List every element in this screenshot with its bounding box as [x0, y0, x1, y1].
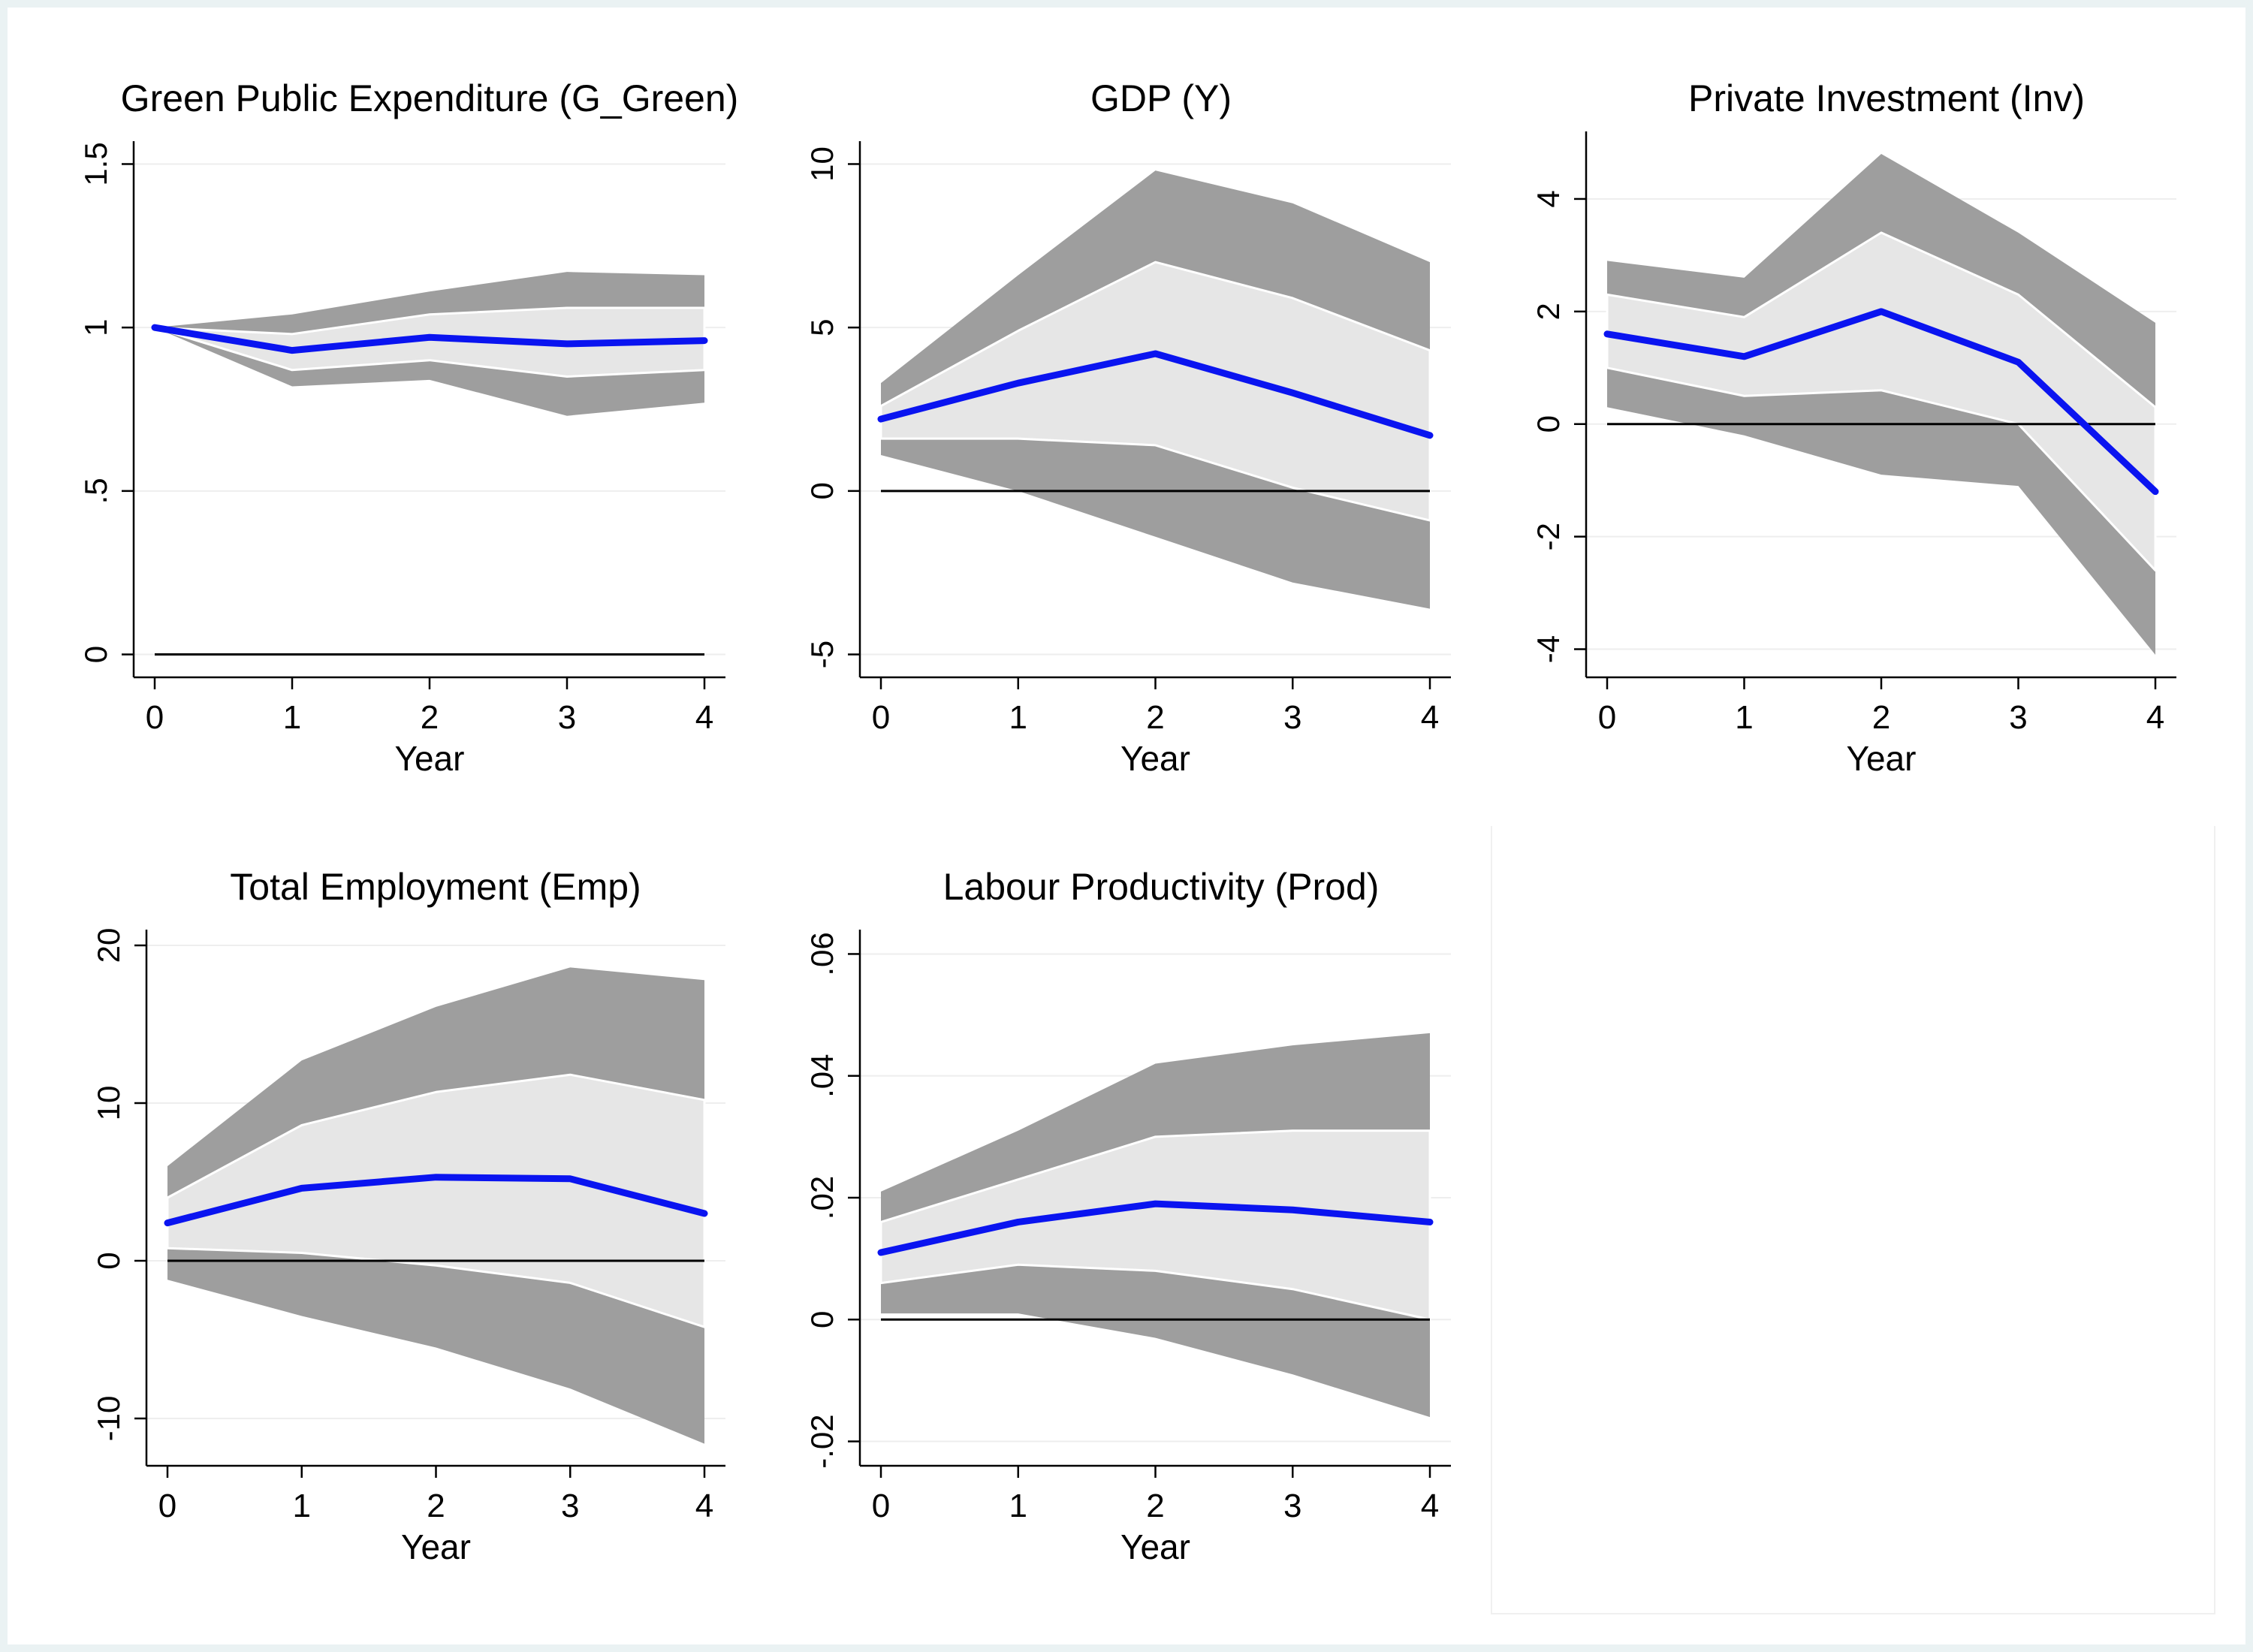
x-axis-label: Year	[395, 739, 465, 778]
y-tick-label: 20	[91, 928, 126, 963]
x-tick-label: 0	[158, 1488, 176, 1524]
x-tick-label: 1	[1009, 1488, 1027, 1524]
y-tick-label: 1.5	[78, 142, 113, 185]
y-tick-label: .5	[78, 478, 113, 504]
x-tick-label: 4	[1421, 699, 1439, 736]
x-tick-label: 0	[872, 1488, 890, 1524]
irf-point	[1154, 352, 1157, 354]
x-axis-label: Year	[401, 1527, 471, 1566]
x-tick-label: 3	[561, 1488, 579, 1524]
y-tick-label: 10	[804, 146, 840, 182]
y-tick-label: 5	[804, 318, 840, 336]
empty-panel	[1491, 826, 2215, 1614]
x-tick-label: 1	[283, 699, 301, 736]
irf-point	[569, 1177, 572, 1180]
irf-point	[154, 327, 155, 329]
chart-panel-3: -4 -2 0 2 4 0 1 2 3 4 Year Private Investment (Inv)	[1531, 77, 2176, 778]
x-tick-label: 1	[1735, 699, 1753, 736]
y-tick-label: 10	[91, 1086, 126, 1121]
x-tick-label: 2	[1872, 699, 1890, 736]
irf-point	[2017, 361, 2019, 363]
chart-panel-1: 0 .5 1 1.5 0 1 2 3 4 Year Green Public Expenditure…	[78, 77, 738, 778]
y-tick-label: 0	[78, 646, 113, 663]
chart-title: Labour Productivity (Prod)	[943, 866, 1380, 908]
irf-point	[1743, 355, 1745, 357]
y-tick-label: -2	[1531, 523, 1566, 550]
irf-point	[435, 1176, 437, 1178]
irf-point	[1429, 434, 1431, 436]
x-tick-label: 2	[427, 1488, 445, 1524]
x-tick-label: 3	[558, 699, 576, 736]
inner-confidence-band	[1606, 231, 2157, 572]
y-tick-label: 4	[1531, 190, 1566, 207]
irf-point	[1017, 1221, 1019, 1223]
x-tick-label: 4	[1421, 1488, 1439, 1524]
irf-point	[1292, 392, 1294, 394]
x-tick-label: 3	[2009, 699, 2027, 736]
y-tick-label: 0	[804, 1311, 840, 1328]
irf-point	[704, 339, 705, 342]
inner-confidence-band	[166, 1073, 706, 1328]
chart-panel-2: -5 0 5 10 0 1 2 3 4 Year GDP (Y)	[804, 77, 1451, 778]
irf-point	[1154, 1203, 1157, 1205]
y-tick-label: 0	[804, 482, 840, 499]
irf-point	[291, 349, 293, 351]
irf-point	[2155, 490, 2156, 493]
y-tick-label: -10	[91, 1396, 126, 1442]
outer-confidence-band	[1607, 153, 2155, 656]
irf-point	[1017, 382, 1019, 384]
x-tick-label: 4	[695, 699, 713, 736]
x-tick-label: 1	[1009, 699, 1027, 736]
x-axis-label: Year	[1120, 1527, 1190, 1566]
x-tick-label: 1	[293, 1488, 311, 1524]
chart-panel-4: -10 0 10 20 0 1 2 3 4 Year Total Employment (Emp)	[91, 866, 725, 1566]
irf-point	[704, 1213, 705, 1214]
x-tick-label: 3	[1283, 699, 1301, 736]
y-tick-label: 1	[78, 318, 113, 336]
x-tick-label: 2	[421, 699, 439, 736]
x-tick-label: 3	[1283, 1488, 1301, 1524]
irf-point	[300, 1187, 303, 1189]
x-tick-label: 0	[872, 699, 890, 736]
chart-title: Total Employment (Emp)	[230, 866, 641, 908]
x-tick-label: 4	[2146, 699, 2164, 736]
irf-point	[1429, 1221, 1431, 1223]
y-tick-label: 2	[1531, 303, 1566, 320]
irf-point	[429, 336, 430, 339]
y-tick-label: -4	[1531, 635, 1566, 663]
y-tick-label: 0	[91, 1252, 126, 1269]
y-tick-label: .04	[804, 1054, 840, 1098]
irf-point	[880, 418, 882, 421]
irf-point	[1292, 1209, 1294, 1211]
irf-point	[167, 1222, 168, 1224]
x-tick-label: 2	[1146, 1488, 1164, 1524]
x-tick-label: 4	[695, 1488, 713, 1524]
chart-title: Green Public Expenditure (G_Green)	[121, 77, 739, 119]
x-axis-label: Year	[1120, 739, 1190, 778]
inner-confidence-band	[879, 261, 1431, 522]
y-tick-label: .02	[804, 1176, 840, 1219]
x-tick-label: 0	[146, 699, 164, 736]
irf-point	[1881, 310, 1882, 312]
irf-point	[1606, 333, 1608, 335]
x-axis-label: Year	[1847, 739, 1917, 778]
irf-point	[566, 342, 568, 345]
chart-title: Private Investment (Inv)	[1688, 77, 2085, 119]
x-tick-label: 0	[1598, 699, 1616, 736]
y-tick-label: .06	[804, 932, 840, 975]
chart-title: GDP (Y)	[1090, 77, 1232, 119]
x-tick-label: 2	[1146, 699, 1164, 736]
irf-point	[880, 1252, 882, 1254]
y-tick-label: 0	[1531, 415, 1566, 433]
y-tick-label: -.02	[804, 1414, 840, 1468]
chart-panel-5: -.02 0 .02 .04 .06 0 1 2 3 4 Year Labour Productivi…	[804, 866, 1451, 1566]
y-tick-label: -5	[804, 641, 840, 668]
